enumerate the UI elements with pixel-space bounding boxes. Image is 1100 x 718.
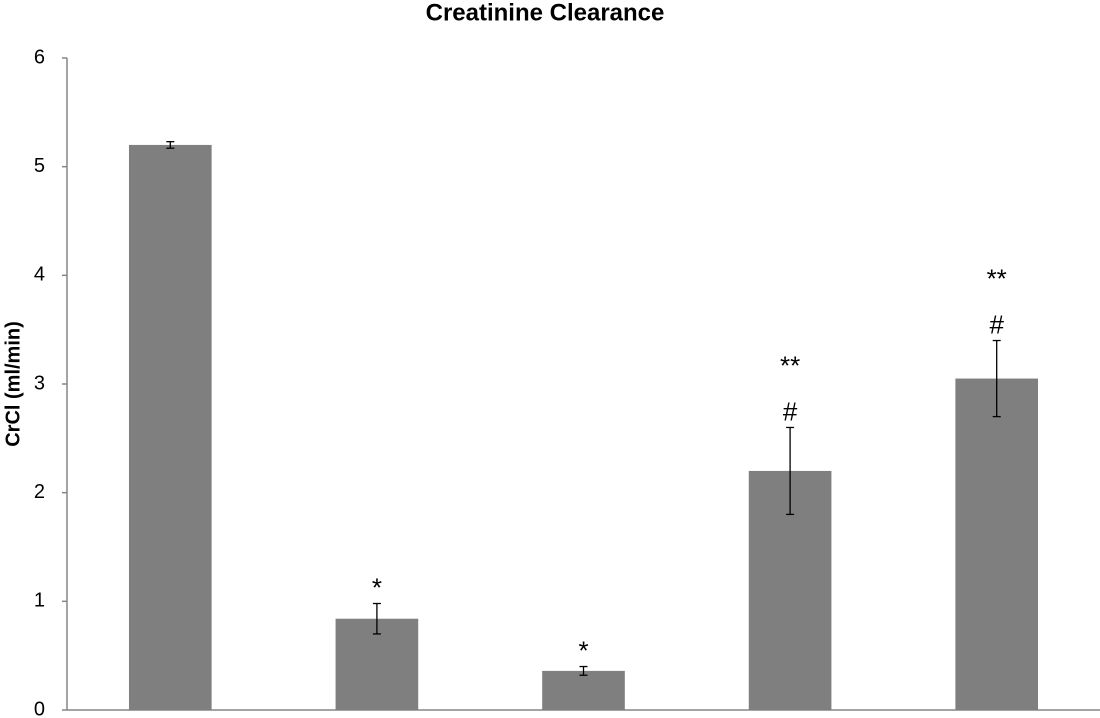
chart-title: Creatinine Clearance: [426, 0, 665, 26]
annotation: **: [987, 263, 1007, 293]
bar: [955, 378, 1039, 710]
y-tick-label: 4: [34, 264, 45, 286]
annotation: #: [783, 396, 798, 426]
y-axis-title: CrCl (ml/min): [2, 321, 24, 447]
y-tick-label: 2: [34, 481, 45, 503]
bar: [542, 670, 625, 710]
y-tick-label: 6: [34, 46, 45, 68]
y-tick-label: 1: [34, 590, 45, 612]
bar: [128, 144, 212, 710]
annotation: *: [578, 635, 588, 665]
y-tick-label: 0: [34, 698, 45, 718]
y-tick-label: 3: [34, 372, 45, 394]
y-tick-label: 5: [34, 155, 45, 177]
annotation: #: [989, 309, 1004, 339]
annotation: **: [780, 350, 800, 380]
annotation: *: [372, 572, 382, 602]
